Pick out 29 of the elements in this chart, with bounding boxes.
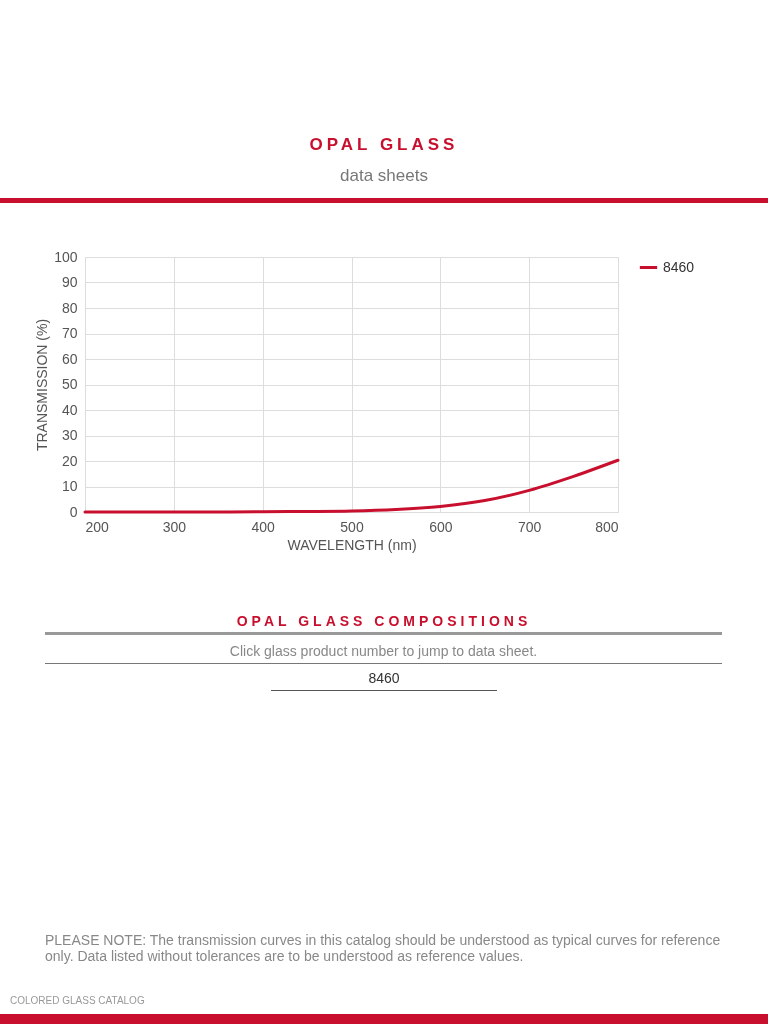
x-tick-label: 800 [595, 518, 619, 535]
chart-title: OPAL GLASS [308, 135, 460, 155]
x-tick-label: 500 [340, 518, 364, 535]
line-series [83, 458, 620, 514]
x-tick-label: 700 [517, 518, 542, 535]
y-tick-label: 90 [61, 274, 78, 290]
text: 8460 [271, 668, 497, 691]
y-tick-label: 80 [61, 299, 78, 316]
y-tick-label: 70 [61, 325, 78, 341]
y-tick-label: 30 [61, 427, 78, 443]
y-tick-label: 50 [61, 376, 78, 392]
legend-label: 8460 [663, 258, 695, 275]
x-tick-label: 400 [251, 518, 276, 535]
text: PLEASE NOTE: The transmission curves in this catalog should be understood as typical curves for reference only. Data listed without tolerances are to be understood as reference values. [45, 932, 722, 964]
x-axis-title: WAVELENGTH (nm) [287, 536, 417, 553]
x-tick-label: 300 [162, 518, 187, 535]
y-tick-label: 60 [61, 350, 78, 367]
text: COLORED GLASS CATALOG [10, 995, 145, 1006]
y-tick-label: 40 [61, 401, 78, 418]
x-tick-label: 200 [85, 518, 110, 535]
text: Click glass product number to jump to data sheet. [45, 632, 722, 664]
x-tick-label: 600 [429, 518, 453, 535]
y-tick-label: 20 [61, 452, 78, 469]
chart-subtitle: data sheets [339, 166, 429, 186]
y-tick-label: 0 [69, 503, 78, 520]
text: OPAL GLASS COMPOSITIONS [235, 613, 533, 629]
y-tick-label: 10 [61, 478, 78, 494]
y-tick-label: 100 [54, 248, 78, 265]
y-axis-title: TRANSMISSION (%) [34, 318, 51, 452]
